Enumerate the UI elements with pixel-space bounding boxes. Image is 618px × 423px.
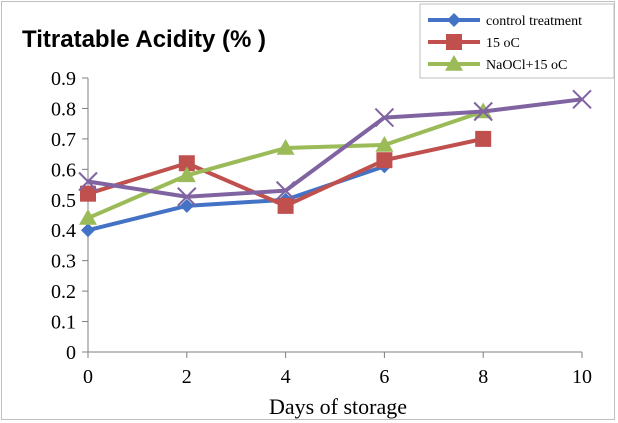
x-tick-label: 2 [182, 366, 192, 388]
x-tick-label: 6 [379, 366, 389, 388]
y-tick-label: 0.2 [51, 281, 76, 303]
x-axis-title: Days of storage [269, 394, 407, 419]
data-point [278, 198, 294, 214]
x-tick-label: 0 [83, 366, 93, 388]
y-tick-label: 0.5 [51, 190, 76, 212]
y-tick-label: 0.4 [51, 220, 76, 242]
x-tick-label: 4 [281, 366, 291, 388]
y-tick-label: 0.6 [51, 159, 76, 181]
series-0 [81, 159, 391, 237]
series-layer [79, 90, 591, 237]
data-point [81, 223, 95, 237]
x-tick-label: 8 [478, 366, 488, 388]
legend-label: NaOCl+15 oC [486, 58, 567, 73]
legend-label: 15 oC [486, 36, 520, 51]
y-tick-label: 0.7 [51, 129, 76, 151]
y-tick-label: 0.3 [51, 251, 76, 273]
data-point [475, 131, 491, 147]
data-point [376, 152, 392, 168]
y-tick-label: 0 [66, 342, 76, 364]
y-tick-label: 0.9 [51, 68, 76, 90]
y-tick-label: 0.1 [51, 312, 76, 334]
chart-title: Titratable Acidity (% ) [22, 26, 266, 53]
legend-swatch-marker [446, 34, 462, 50]
legend-label: control treatment [486, 14, 582, 29]
x-tick-label: 10 [572, 366, 592, 388]
legend: control treatment 15 oC NaOCl+15 oC [420, 4, 614, 78]
axes: 0 0.1 0.2 0.3 0.4 0.5 0.6 0.7 0.8 0.9 0 2 4 6 8 10 [51, 68, 592, 388]
y-tick-label: 0.8 [51, 98, 76, 120]
